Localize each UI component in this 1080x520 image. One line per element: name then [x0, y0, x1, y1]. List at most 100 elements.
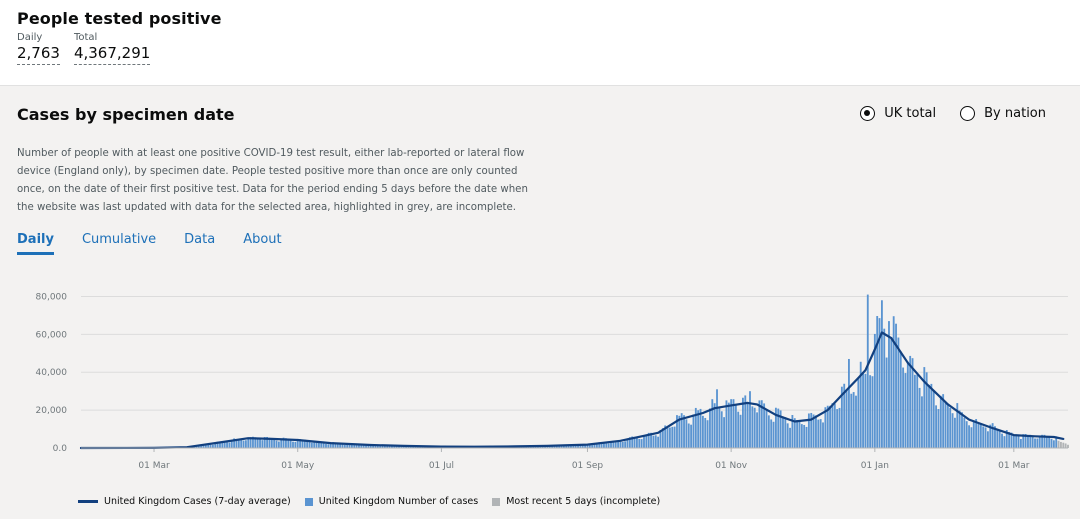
case-bar — [829, 406, 831, 448]
legend-item-cases[interactable]: United Kingdom Number of cases — [305, 496, 478, 507]
case-bar — [914, 375, 916, 448]
legend-item-incomplete[interactable]: Most recent 5 days (incomplete) — [492, 496, 660, 507]
case-bar — [758, 400, 760, 448]
case-bar — [327, 444, 329, 448]
x-tick-label: 01 Mar — [138, 461, 170, 471]
case-bar — [850, 394, 852, 448]
case-bar — [862, 372, 864, 448]
case-bar — [933, 391, 935, 448]
y-tick-label: 60,000 — [36, 330, 68, 340]
case-bar — [963, 418, 965, 448]
case-bar — [900, 351, 902, 448]
case-bar — [919, 388, 921, 448]
case-bar — [608, 443, 610, 448]
case-bar — [996, 429, 998, 448]
case-bar — [947, 405, 949, 448]
case-bar — [827, 406, 829, 448]
chart-card: Cases by specimen date UK total By natio… — [0, 85, 1080, 519]
case-bar — [603, 443, 605, 448]
case-bar — [690, 425, 692, 448]
case-bar — [259, 439, 261, 448]
case-bar — [309, 442, 311, 448]
case-bar — [311, 443, 313, 448]
case-bar — [228, 443, 230, 448]
case-bar — [820, 419, 822, 448]
case-bar — [718, 407, 720, 448]
case-bar — [240, 440, 242, 448]
case-bar — [276, 441, 278, 448]
case-bar — [822, 422, 824, 448]
case-bar — [711, 399, 713, 448]
case-bar — [987, 431, 989, 448]
case-bar — [789, 428, 791, 448]
case-bar — [726, 400, 728, 448]
x-tick-label: 01 Sep — [572, 461, 604, 471]
x-tick-label: 01 Mar — [998, 461, 1030, 471]
case-bar — [728, 403, 730, 448]
metric-daily[interactable]: Daily 2,763 — [17, 32, 60, 65]
case-bar — [883, 329, 885, 448]
case-bar — [674, 427, 676, 448]
case-bar — [815, 415, 817, 448]
case-bar — [999, 430, 1001, 448]
case-bar — [916, 375, 918, 448]
case-bar — [921, 396, 923, 448]
case-bar — [740, 415, 742, 448]
case-bar — [787, 423, 789, 448]
case-bar — [857, 377, 859, 448]
case-bar — [902, 368, 904, 448]
case-bar — [888, 321, 890, 448]
case-bar — [1046, 437, 1048, 448]
case-bar — [897, 338, 899, 448]
case-bar — [770, 419, 772, 448]
case-bar — [655, 435, 657, 448]
incomplete-bar — [1062, 443, 1064, 448]
case-bar — [872, 376, 874, 448]
case-bar — [643, 436, 645, 448]
total-value[interactable]: 4,367,291 — [74, 43, 150, 65]
case-bar — [930, 384, 932, 448]
case-bar — [928, 385, 930, 448]
case-bar — [886, 358, 888, 448]
case-bar — [801, 424, 803, 448]
legend-item-average[interactable]: United Kingdom Cases (7-day average) — [78, 496, 291, 507]
case-bar — [716, 389, 718, 448]
legend-incomplete-swatch — [492, 498, 500, 506]
x-tick-label: 01 Jan — [861, 461, 889, 471]
case-bar — [1001, 434, 1003, 448]
case-bar — [667, 426, 669, 448]
daily-value[interactable]: 2,763 — [17, 43, 60, 65]
case-bar — [768, 415, 770, 448]
metric-total[interactable]: Total 4,367,291 — [74, 32, 150, 65]
case-bar — [966, 421, 968, 448]
case-bar — [224, 442, 226, 448]
summary-title: People tested positive — [17, 9, 222, 28]
case-bar — [605, 444, 607, 448]
x-tick-label: 01 Nov — [715, 461, 748, 471]
case-bar — [707, 420, 709, 448]
case-bar — [624, 441, 626, 448]
case-bar — [961, 412, 963, 448]
case-bar — [846, 389, 848, 448]
case-bar — [942, 394, 944, 448]
case-bar — [735, 406, 737, 448]
case-bar — [1003, 436, 1005, 448]
case-bar — [935, 405, 937, 448]
case-bar — [1051, 439, 1053, 448]
case-bar — [261, 440, 263, 448]
case-bar — [867, 295, 869, 448]
case-bar — [669, 428, 671, 448]
case-bar — [620, 442, 622, 448]
case-bar — [959, 411, 961, 448]
case-bar — [909, 356, 911, 448]
legend-cases-label: United Kingdom Number of cases — [319, 496, 478, 507]
case-bar — [709, 408, 711, 448]
case-bar — [1032, 436, 1034, 448]
case-bar — [278, 442, 280, 448]
case-bar — [226, 442, 228, 448]
case-bar — [808, 413, 810, 448]
case-bar — [971, 427, 973, 448]
case-bar — [634, 438, 636, 448]
legend-line-swatch — [78, 500, 98, 503]
